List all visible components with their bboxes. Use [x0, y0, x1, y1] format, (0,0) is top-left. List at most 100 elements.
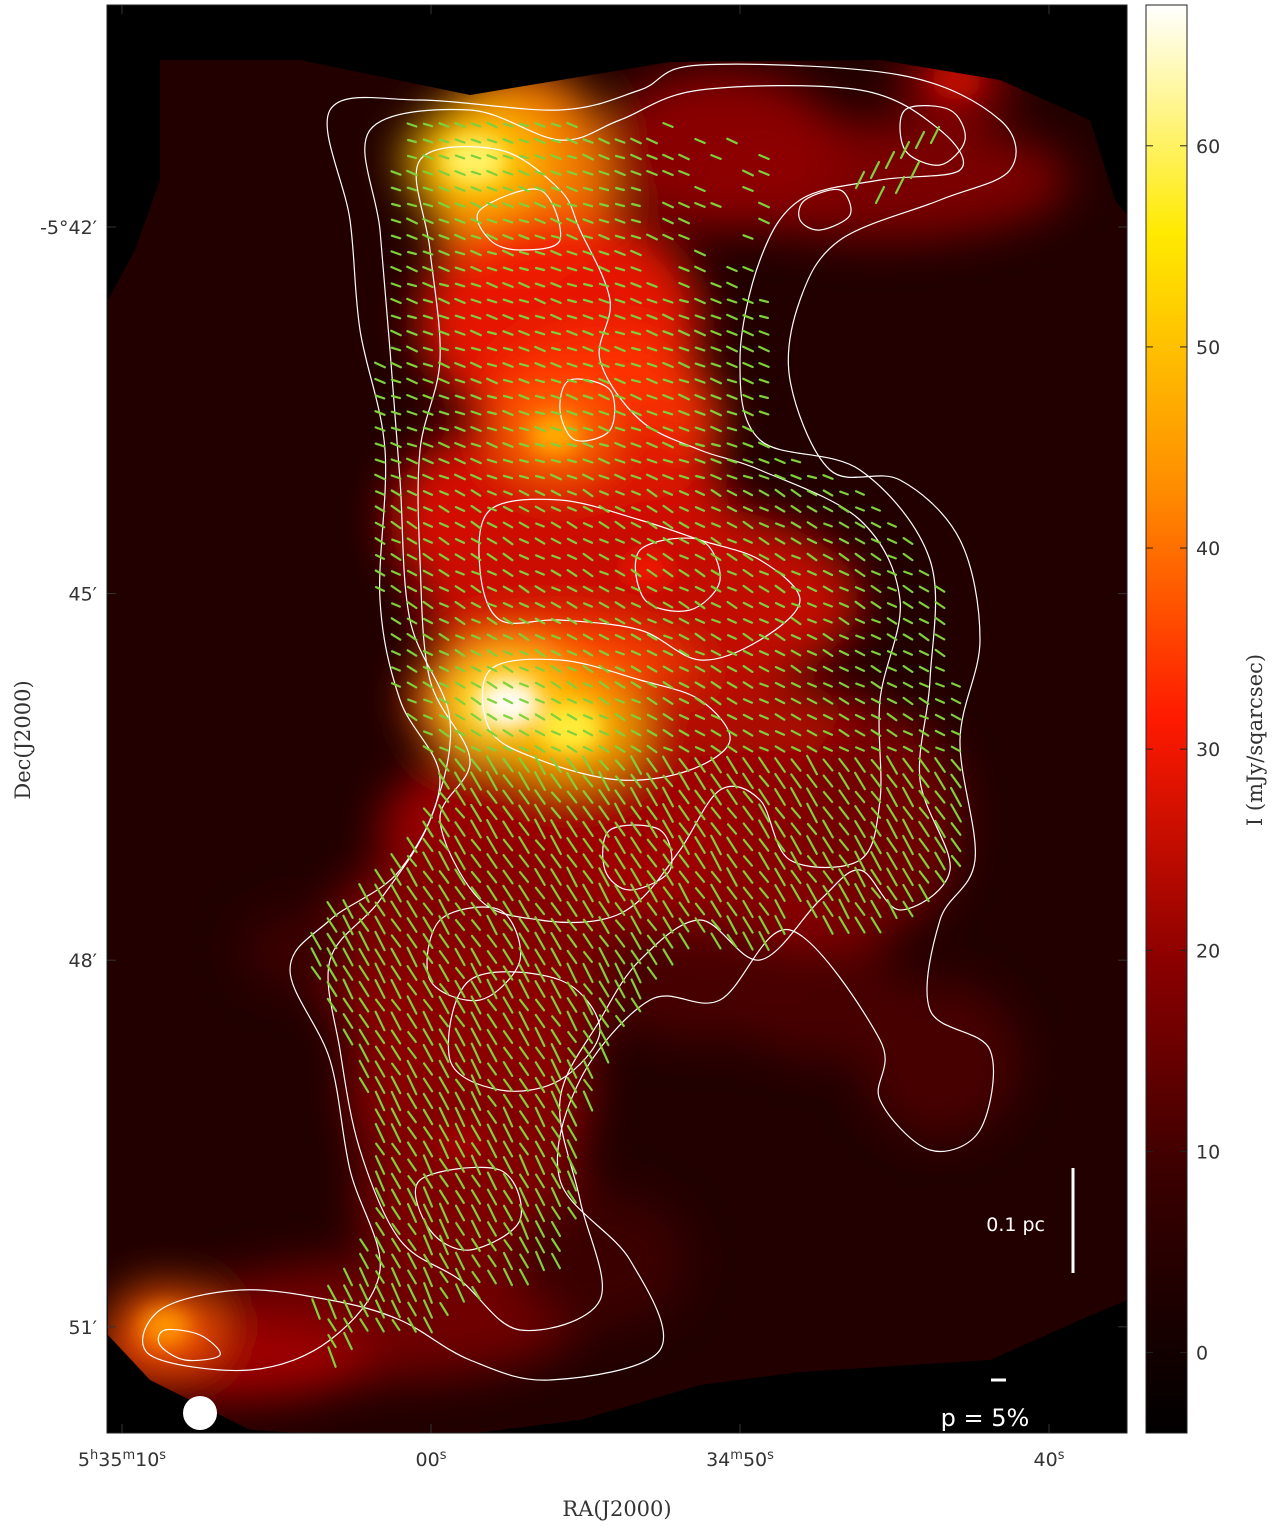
polarization-vector: [406, 900, 418, 918]
polarization-vector: [518, 234, 530, 240]
polarization-vector: [582, 805, 594, 821]
polarization-vector: [758, 870, 770, 884]
polarization-vector: [470, 537, 482, 545]
polarization-vector: [823, 522, 833, 528]
polarization-vector: [422, 681, 434, 689]
polarization-vector: [438, 1124, 450, 1142]
polarization-vector: [598, 474, 610, 480]
polarization-vector: [454, 521, 466, 529]
polarization-vector: [470, 504, 482, 514]
polarization-vector: [391, 1237, 401, 1253]
polarization-vector: [550, 1252, 562, 1270]
polarization-vector: [438, 522, 450, 528]
polarization-vector: [470, 1204, 482, 1222]
polarization-vector: [454, 933, 466, 949]
polarization-vector: [598, 962, 610, 984]
polarization-vector: [630, 218, 642, 224]
polarization-vector: [662, 586, 674, 592]
polarization-vector: [678, 870, 690, 884]
scale-bar-label: 0.1 pc: [986, 1214, 1045, 1236]
polarization-vector: [470, 394, 482, 400]
polarization-vector: [423, 1253, 433, 1269]
polarization-vector: [438, 1202, 450, 1224]
polarization-vector: [374, 1155, 386, 1175]
polarization-vector: [886, 681, 898, 689]
polarization-vector: [662, 803, 674, 823]
polarization-vector: [454, 821, 466, 837]
polarization-vector: [470, 217, 482, 225]
polarization-vector: [422, 330, 434, 336]
polarization-vector: [550, 202, 562, 208]
polarization-vector: [470, 457, 482, 465]
polarization-vector: [886, 837, 898, 853]
polarization-vector: [502, 789, 514, 805]
polarization-vector: [406, 585, 418, 593]
polarization-vector: [614, 186, 626, 192]
polarization-vector: [614, 154, 626, 160]
polarization-vector: [854, 757, 866, 773]
polarization-vector: [550, 170, 562, 176]
polarization-vector: [502, 1093, 514, 1109]
polarization-vector: [678, 201, 690, 209]
polarization-vector: [806, 570, 818, 576]
polarization-vector: [790, 822, 802, 836]
polarization-vector: [534, 601, 546, 609]
polarization-vector: [487, 330, 497, 336]
polarization-vector: [471, 919, 481, 931]
polarization-vector: [694, 618, 706, 624]
polarization-vector: [438, 250, 450, 256]
polarization-vector: [678, 490, 690, 496]
polarization-vector: [390, 570, 402, 576]
y-axis: -5°42′45′48′51′: [40, 217, 1127, 1339]
polarization-vector: [918, 617, 930, 625]
polarization-vector: [934, 870, 946, 884]
polarization-vector: [550, 713, 562, 721]
polarization-vector: [518, 474, 530, 480]
polarization-vector: [518, 442, 530, 448]
polarization-vector: [790, 729, 802, 737]
polarization-vector: [710, 680, 722, 690]
polarization-vector: [407, 1174, 417, 1188]
polarization-vector: [454, 1122, 466, 1144]
polarization-vector: [358, 1028, 370, 1046]
polarization-vector: [742, 713, 754, 721]
polarization-vector: [390, 965, 402, 981]
polarization-vector: [534, 554, 546, 560]
polarization-vector: [518, 870, 530, 884]
polarization-vector: [646, 713, 658, 721]
polarization-vector: [806, 552, 818, 562]
polarization-vector: [854, 866, 866, 888]
polarization-vector: [598, 601, 610, 609]
polarization-vector: [758, 887, 770, 899]
polarization-vector: [518, 330, 530, 336]
polarization-vector: [486, 728, 498, 738]
polarization-vector: [566, 137, 578, 145]
polarization-vector: [822, 682, 834, 688]
polarization-vector: [662, 568, 674, 578]
polarization-vector: [854, 521, 866, 529]
polarization-vector: [502, 757, 514, 773]
polarization-vector: [390, 394, 402, 400]
polarization-vector: [438, 234, 450, 240]
polarization-vector: [758, 410, 770, 416]
polarization-vector: [646, 805, 658, 821]
polarization-vector: [950, 773, 962, 789]
polarization-vector: [566, 490, 578, 496]
polarization-vector: [550, 249, 562, 257]
polarization-vector: [487, 1238, 497, 1252]
polarization-vector: [790, 773, 802, 789]
polarization-vector: [486, 218, 498, 224]
polarization-vector: [422, 442, 434, 448]
polarization-vector: [790, 869, 802, 885]
polarization-vector: [583, 1078, 593, 1092]
polarization-vector: [598, 505, 610, 513]
polarization-vector: [455, 570, 465, 576]
polarization-vector: [518, 998, 530, 1012]
polarization-vector: [630, 409, 642, 417]
polarization-vector: [550, 1126, 562, 1140]
polarization-vector: [566, 154, 578, 160]
polarization-vector: [646, 170, 658, 176]
polarization-vector: [454, 902, 466, 916]
polarization-vector: [406, 600, 418, 610]
polarization-vector: [471, 1142, 481, 1156]
